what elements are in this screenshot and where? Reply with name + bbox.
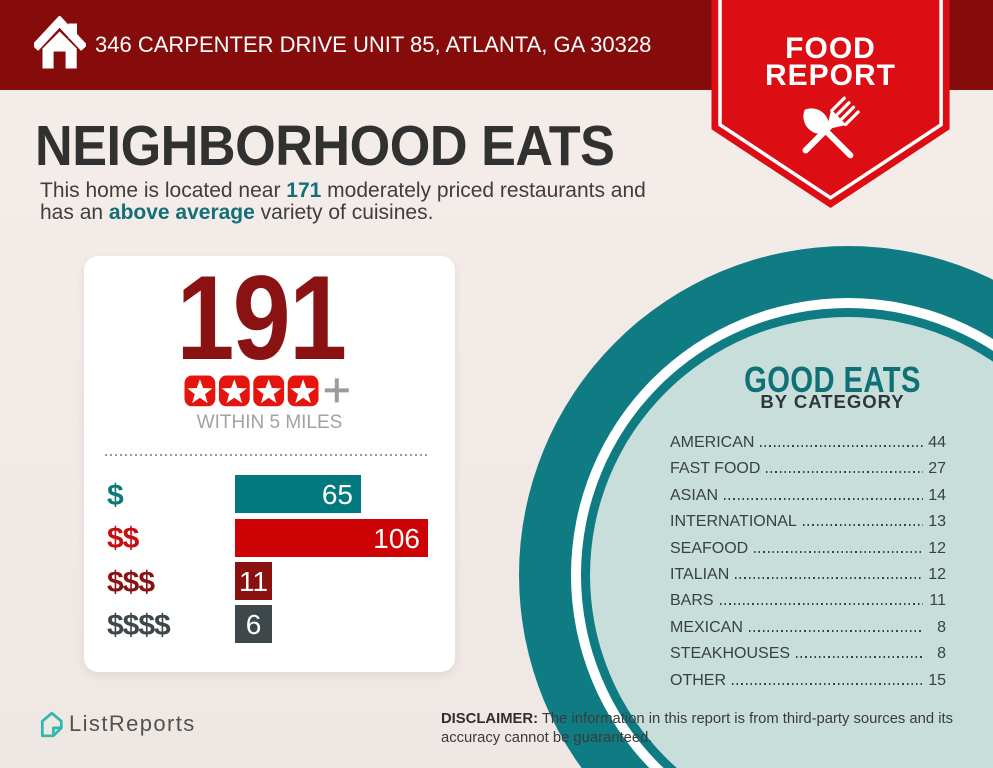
svg-text:REPORT: REPORT (765, 59, 896, 92)
svg-text:FOOD: FOOD (785, 32, 876, 65)
